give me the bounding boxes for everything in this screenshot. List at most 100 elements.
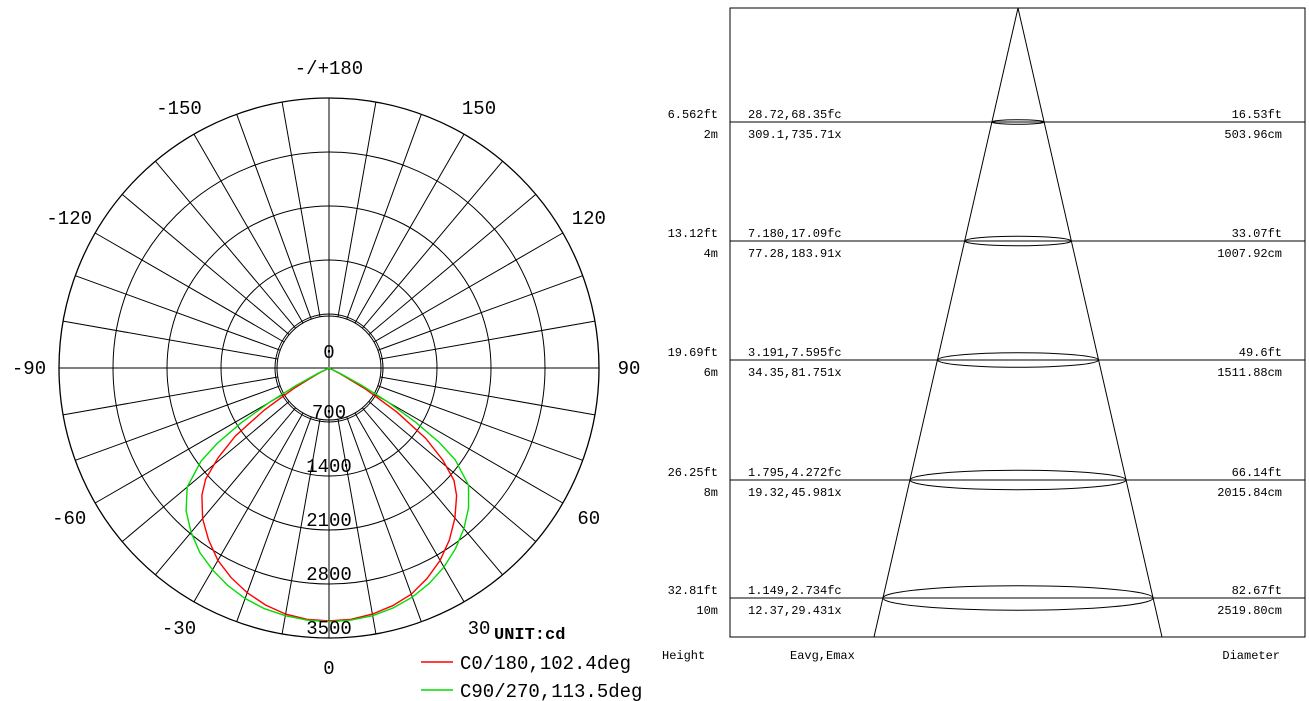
ring-label-2800: 2800 (306, 564, 352, 586)
diameter-cm-2: 1511.88cm (1217, 366, 1282, 380)
series-line-1 (185, 367, 470, 623)
beam-ellipse-2 (936, 352, 1100, 368)
angle-label-10: -120 (46, 208, 92, 230)
beam-ellipse-1 (964, 235, 1072, 247)
ring-label-3500: 3500 (306, 618, 352, 640)
spoke-190 (281, 102, 321, 317)
diameter-cm-0: 503.96cm (1224, 128, 1282, 142)
legend-entry-c0: C0/180,102.4deg (460, 653, 631, 675)
beam-ellipse-4 (882, 585, 1154, 611)
ring-label-2100: 2100 (306, 510, 352, 532)
column-header-diameter: Diameter (1222, 649, 1280, 663)
height-m-2: 6m (704, 366, 718, 380)
angle-label-9: -90 (12, 358, 46, 380)
angle-label-6: 0 (323, 658, 334, 680)
cone-right-edge (1017, 7, 1163, 638)
spoke-350 (281, 419, 321, 634)
height-m-3: 8m (704, 486, 718, 500)
diameter-ft-2: 49.6ft (1239, 346, 1282, 360)
cone-left-edge (873, 7, 1019, 638)
cone-frame (729, 7, 1306, 638)
diameter-ft-3: 66.14ft (1232, 466, 1282, 480)
ring-700 (274, 313, 384, 423)
angle-label-3: 90 (618, 358, 641, 380)
diameter-ft-4: 82.67ft (1232, 584, 1282, 598)
column-header-height: Height (662, 649, 705, 663)
spoke-280 (63, 376, 278, 416)
polar-rings (58, 97, 600, 639)
ring-label-0: 0 (323, 342, 334, 364)
legend-entry-c90: C90/270,113.5deg (460, 681, 642, 701)
spoke-80 (380, 376, 595, 416)
angle-label-4: 60 (577, 508, 600, 530)
spoke-170 (337, 102, 377, 317)
ring-3500 (58, 97, 600, 639)
spoke-230 (121, 194, 290, 335)
spoke-240 (94, 232, 285, 343)
diameter-ft-1: 33.07ft (1232, 227, 1282, 241)
angle-label-1: 150 (462, 98, 496, 120)
ring-1400 (220, 259, 438, 477)
spoke-160 (346, 114, 422, 320)
height-ft-4: 32.81ft (668, 584, 718, 598)
spoke-210 (193, 133, 304, 324)
height-ft-3: 26.25ft (668, 466, 718, 480)
height-ft-2: 19.69ft (668, 346, 718, 360)
spoke-20 (346, 416, 422, 622)
angle-label-7: -30 (162, 618, 196, 640)
height-m-4: 10m (696, 604, 718, 618)
angle-label-5: 30 (468, 618, 491, 640)
angle-label-0: -/+180 (295, 58, 363, 80)
spoke-300 (94, 393, 285, 504)
spoke-30 (354, 412, 465, 603)
spoke-220 (155, 160, 296, 329)
angle-label-11: -150 (156, 98, 202, 120)
ring-2100 (166, 205, 492, 531)
spoke-290 (75, 385, 281, 461)
spoke-70 (377, 385, 583, 461)
cone-diagram: 6.562ft 2m 28.72,68.35fc 309.1,735.71x 16.53… (662, 7, 1306, 663)
beam-ellipse-3 (909, 469, 1127, 491)
spoke-140 (362, 160, 503, 329)
polar-ring-labels: 0 700 1400 2100 2800 3500 (306, 342, 352, 640)
spoke-260 (63, 320, 278, 360)
diameter-cm-1: 1007.92cm (1217, 247, 1282, 261)
unit-label: UNIT:cd (494, 626, 565, 645)
polar-plot: -/+180 150 120 90 60 30 0 -30 -60 -90 -120 -150 0 70… (12, 58, 641, 680)
illuminance-lx-2: 34.35,81.751x (748, 366, 842, 380)
spoke-50 (368, 401, 537, 542)
illuminance-fc-2: 3.191,7.595fc (748, 346, 842, 360)
legend: C0/180,102.4deg C90/270,113.5deg (421, 653, 642, 701)
illuminance-fc-1: 7.180,17.09fc (748, 227, 842, 241)
cone-rows: 6.562ft 2m 28.72,68.35fc 309.1,735.71x 16.53… (668, 108, 1305, 618)
angle-label-8: -60 (52, 508, 86, 530)
illuminance-lx-4: 12.37,29.431x (748, 604, 842, 618)
spoke-130 (368, 194, 537, 335)
diameter-cm-4: 2519.80cm (1217, 604, 1282, 618)
ring-label-700: 700 (312, 402, 346, 424)
spoke-330 (193, 412, 304, 603)
polar-angle-labels: -/+180 150 120 90 60 30 0 -30 -60 -90 -120 -150 (12, 58, 641, 680)
spoke-320 (155, 407, 296, 576)
height-m-0: 2m (704, 128, 718, 142)
illuminance-fc-0: 28.72,68.35fc (748, 108, 842, 122)
series-line-0 (201, 367, 458, 622)
diameter-ft-0: 16.53ft (1232, 108, 1282, 122)
spoke-310 (121, 401, 290, 542)
spoke-150 (354, 133, 465, 324)
spoke-200 (236, 114, 312, 320)
illuminance-fc-3: 1.795,4.272fc (748, 466, 842, 480)
column-header-eavg-emax: Eavg,Emax (790, 649, 855, 663)
spoke-60 (373, 393, 564, 504)
spoke-10 (337, 419, 377, 634)
ring-inner (276, 315, 382, 421)
spoke-100 (380, 320, 595, 360)
spoke-250 (75, 275, 281, 351)
polar-spokes (59, 98, 599, 638)
spoke-340 (236, 416, 312, 622)
illuminance-lx-1: 77.28,183.91x (748, 247, 842, 261)
spoke-120 (373, 232, 564, 343)
illuminance-fc-4: 1.149,2.734fc (748, 584, 842, 598)
height-m-1: 4m (704, 247, 718, 261)
